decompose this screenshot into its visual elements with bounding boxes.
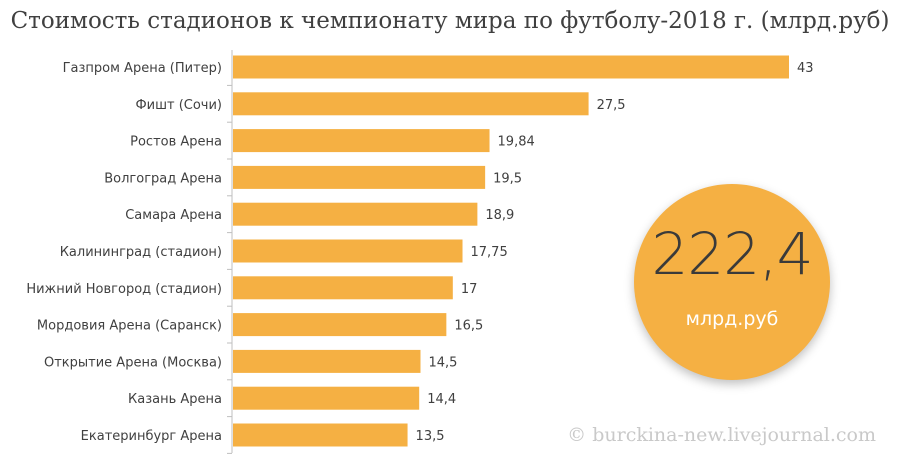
bar (233, 423, 408, 447)
total-cost-value: 222,4 (651, 220, 813, 288)
category-label: Волгоград Арена (104, 171, 222, 186)
total-cost-unit: млрд.руб (685, 308, 779, 330)
bar (233, 129, 490, 153)
data-label: 27,5 (597, 98, 626, 113)
watermark: © burckina-new.livejournal.com (567, 424, 876, 446)
bar (233, 165, 486, 189)
data-label: 16,5 (454, 319, 483, 334)
category-label: Нижний Новгород (стадион) (26, 282, 222, 297)
bar (233, 276, 453, 300)
data-label: 43 (797, 61, 814, 76)
category-label: Екатеринбург Арена (81, 429, 222, 444)
category-label: Открытие Арена (Москва) (44, 355, 222, 370)
category-label: Казань Арена (128, 392, 222, 407)
bar (233, 239, 463, 263)
bar (233, 55, 789, 79)
data-label: 17 (461, 282, 478, 297)
bar (233, 349, 421, 373)
category-label: Калининград (стадион) (60, 245, 222, 260)
category-label: Ростов Арена (130, 135, 222, 150)
data-label: 19,84 (498, 135, 535, 150)
data-label: 19,5 (493, 171, 522, 186)
chart-title: Стоимость стадионов к чемпионату мира по… (10, 8, 890, 34)
data-label: 14,4 (427, 392, 456, 407)
data-label: 13,5 (416, 429, 445, 444)
data-label: 18,9 (485, 208, 514, 223)
bar (233, 313, 447, 337)
category-label: Фишт (Сочи) (135, 98, 222, 113)
data-label: 17,75 (471, 245, 508, 260)
total-cost-badge: 222,4 млрд.руб (634, 184, 830, 380)
category-label: Самара Арена (125, 208, 222, 223)
bar (233, 202, 478, 226)
bar (233, 92, 589, 116)
bar (233, 386, 420, 410)
data-label: 14,5 (428, 355, 457, 370)
category-label: Газпром Арена (Питер) (63, 61, 222, 76)
category-label: Мордовия Арена (Саранск) (37, 319, 222, 334)
